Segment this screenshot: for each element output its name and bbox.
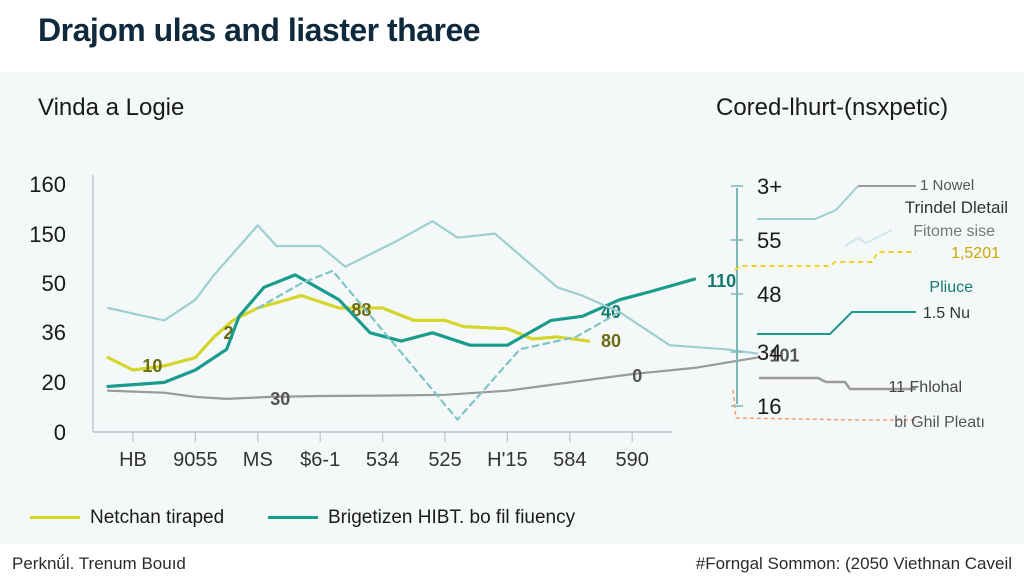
series-label: 11 Fhlohal: [888, 379, 962, 396]
data-label: 110: [707, 271, 736, 291]
y-tick-label: 16: [757, 394, 781, 419]
series-line-3: [106, 220, 759, 355]
series-label: Pliuce: [929, 279, 973, 296]
series-line-6: [732, 389, 916, 421]
y-tick-label: 36: [42, 320, 66, 345]
series-line-4: [757, 311, 916, 335]
page-title: Drajom ulas and liaster tharee: [38, 12, 481, 48]
y-tick-label: 0: [54, 420, 66, 445]
series-line-5: [759, 376, 916, 391]
series-label: Trindel Dletail: [905, 198, 1008, 217]
legend-item-lime: Netchan tiraped: [30, 507, 224, 529]
legend-label-teal: Brigetizen HIBT. bo fil fiuency: [328, 507, 576, 528]
series-line-1: [757, 185, 859, 220]
data-label: 88: [351, 300, 371, 320]
legend-swatch-lime: [30, 516, 80, 520]
data-label: 101: [769, 346, 799, 366]
right-line-chart: 3+ 55 48 34 16 1 Nowel Trindel Dletail Fitome s…: [731, 174, 1008, 431]
x-tick-label: 525: [428, 449, 461, 471]
x-tick-label: H'15: [487, 449, 528, 471]
y-tick-label: 20: [42, 370, 66, 395]
y-tick-label: 160: [29, 172, 66, 197]
x-tick-label: 590: [616, 449, 649, 471]
series-label: Fitome sise: [913, 223, 995, 240]
series-line-0: [106, 294, 591, 372]
x-tick-label: 534: [366, 449, 399, 471]
data-label: 10: [142, 356, 162, 376]
series-line-2: [106, 356, 759, 400]
y-tick-label: 50: [42, 271, 66, 296]
series-line-3: [734, 251, 916, 271]
footer-source: Perknǘl. Trenum Bouıd: [12, 554, 186, 573]
x-tick-label: 584: [553, 449, 586, 471]
y-tick-label: 34: [757, 340, 781, 365]
y-tick-label: 3+: [757, 174, 782, 199]
series-line-2: [844, 229, 893, 247]
x-tick-label: MS: [243, 449, 273, 471]
series-label: bi Ghil Pleatı: [894, 414, 985, 431]
x-tick-label: $6-1: [300, 449, 340, 471]
series-label: 1 Nowel: [920, 177, 974, 194]
chart-panel: [0, 72, 1024, 544]
data-label: 30: [270, 389, 290, 409]
y-tick-label: 55: [757, 228, 781, 253]
data-label: 80: [601, 331, 621, 351]
series-label: 1,5201: [951, 245, 1000, 262]
legend-label-lime: Netchan tiraped: [90, 507, 225, 528]
x-tick-label: HB: [119, 449, 147, 471]
right-chart-title: Cored-lhurt-(nsxpetic): [716, 94, 949, 121]
y-tick-label: 48: [757, 282, 781, 307]
legend-item-teal: Brigetizen HIBT. bo fil fiuency: [268, 507, 575, 529]
series-line-4: [256, 269, 621, 421]
data-label: 2: [223, 323, 233, 343]
legend-swatch-teal: [268, 516, 318, 520]
series-label: 1.5 Nu: [923, 305, 970, 322]
x-tick-label: 9055: [173, 449, 218, 471]
title-bar: Drajom ulas and liaster tharee: [0, 0, 1024, 72]
data-label: 0: [632, 366, 642, 386]
series-line-1: [106, 273, 697, 389]
y-tick-label: 150: [29, 222, 66, 247]
left-chart-title: Vinda a Logie: [38, 94, 185, 121]
footer-note: #Forngal Sommon: (2050 Viethnan Caveil: [695, 554, 1012, 573]
